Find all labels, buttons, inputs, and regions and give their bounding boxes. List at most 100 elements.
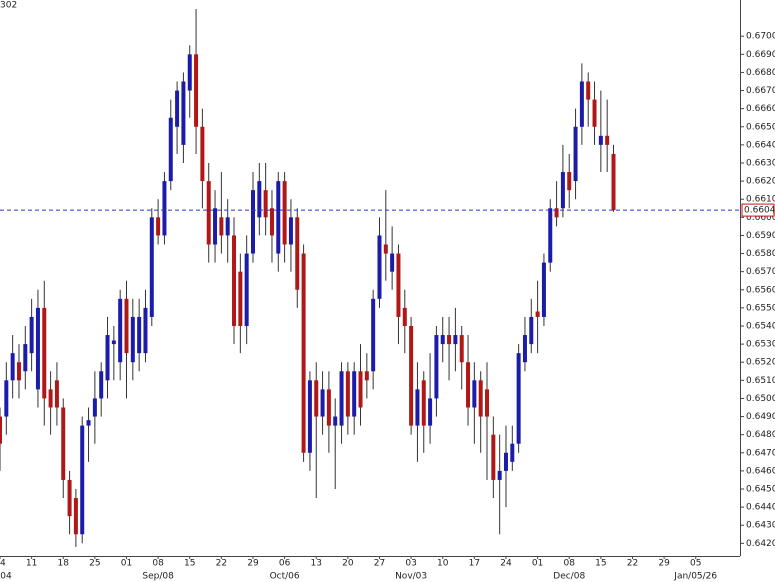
candle-body: [428, 398, 433, 426]
candle-body: [516, 353, 521, 444]
candle-body: [67, 479, 72, 517]
x-tick-label: 27: [374, 559, 385, 569]
candle-body: [352, 371, 357, 417]
y-tick-label: 0.6420: [746, 539, 775, 549]
candle-body: [92, 398, 97, 417]
candle-body: [548, 208, 553, 263]
candle-body: [307, 380, 312, 453]
x-tick-label: 04: [0, 559, 6, 569]
candle-body: [48, 389, 53, 408]
candle-body: [586, 81, 591, 100]
candle-body: [244, 253, 249, 326]
candle-body: [503, 452, 508, 471]
candle-body: [288, 217, 293, 245]
x-tick-label: 10: [437, 559, 449, 569]
candle-body: [611, 153, 616, 211]
x-tick-label: 01: [532, 559, 543, 569]
candle-body: [269, 208, 274, 236]
candle-body: [187, 54, 192, 91]
candle-body: [598, 135, 603, 145]
candle-body: [143, 307, 148, 354]
candle-body: [314, 380, 319, 417]
candle-body: [200, 126, 205, 182]
candle-body: [295, 217, 300, 290]
y-tick-label: 0.6580: [746, 249, 775, 259]
x-month-label: Sep/08: [142, 572, 174, 582]
candle-body: [86, 420, 91, 426]
y-tick-label: 0.6470: [746, 448, 775, 458]
x-tick-label: 20: [342, 559, 354, 569]
candle-body: [276, 181, 281, 254]
y-tick-label: 0.6440: [746, 503, 775, 513]
candle-body: [137, 316, 142, 354]
x-tick-label: 01: [121, 559, 132, 569]
candle-body: [522, 335, 527, 363]
x-tick-label: 29: [658, 559, 670, 569]
candle-body: [415, 389, 420, 426]
y-tick-label: 0.6600: [746, 213, 775, 223]
candle-body: [168, 117, 173, 182]
candle-body: [459, 335, 464, 363]
x-month-label: Oct/06: [270, 572, 300, 582]
candle-body: [130, 316, 135, 363]
candle-body: [440, 335, 445, 345]
candle-body: [447, 335, 452, 345]
candle-body: [453, 335, 458, 345]
candle-body: [263, 190, 268, 218]
candle-body: [560, 172, 565, 209]
y-tick-label: 0.6540: [746, 321, 775, 331]
candle-body: [61, 407, 66, 480]
x-month-label: Jan/05/26: [673, 572, 717, 582]
x-tick-label: 15: [184, 559, 195, 569]
y-tick-label: 0.6690: [746, 50, 775, 60]
x-tick-label: 03: [405, 559, 416, 569]
candle-body: [554, 208, 559, 218]
x-month-label: Dec/08: [553, 572, 585, 582]
candle-body: [257, 181, 262, 218]
y-tick-label: 0.6590: [746, 231, 775, 241]
candle-body: [541, 262, 546, 317]
candle-body: [213, 208, 218, 245]
x-tick-label: 22: [216, 559, 227, 569]
candle-body: [219, 217, 224, 236]
candle-body: [80, 425, 85, 535]
candle-body: [250, 190, 255, 254]
candle-body: [73, 498, 78, 535]
candle-body: [535, 311, 540, 317]
x-tick-label: 05: [690, 559, 701, 569]
candle-body: [111, 340, 116, 345]
candle-body: [118, 298, 123, 363]
x-tick-label: 08: [152, 559, 164, 569]
candle-body: [497, 470, 502, 480]
y-tick-label: 0.6670: [746, 86, 775, 96]
y-tick-label: 0.6680: [746, 68, 775, 78]
candle-body: [434, 335, 439, 399]
x-tick-label: 24: [500, 559, 512, 569]
candle-body: [396, 253, 401, 317]
candle-body: [206, 181, 211, 245]
candle-body: [16, 362, 21, 381]
candle-body: [409, 325, 414, 426]
candle-body: [320, 389, 325, 417]
candle-body: [10, 353, 15, 381]
y-tick-label: 0.6650: [746, 122, 775, 132]
candle-body: [124, 298, 129, 354]
x-tick-label: 25: [89, 559, 100, 569]
y-tick-label: 0.6570: [746, 267, 775, 277]
candle-body: [99, 371, 104, 399]
x-month-label: Nov/03: [395, 572, 427, 582]
candle-body: [42, 307, 47, 399]
x-tick-label: 08: [564, 559, 576, 569]
candle-body: [162, 181, 167, 236]
candle-body: [194, 54, 199, 127]
candle-body: [390, 253, 395, 272]
candle-body: [54, 380, 59, 408]
candle-body: [529, 316, 534, 345]
candle-body: [238, 271, 243, 326]
candle-body: [345, 371, 350, 417]
y-tick-label: 0.6490: [746, 412, 775, 422]
candle-body: [156, 217, 161, 236]
x-tick-label: 22: [627, 559, 638, 569]
y-tick-label: 0.6550: [746, 303, 775, 313]
